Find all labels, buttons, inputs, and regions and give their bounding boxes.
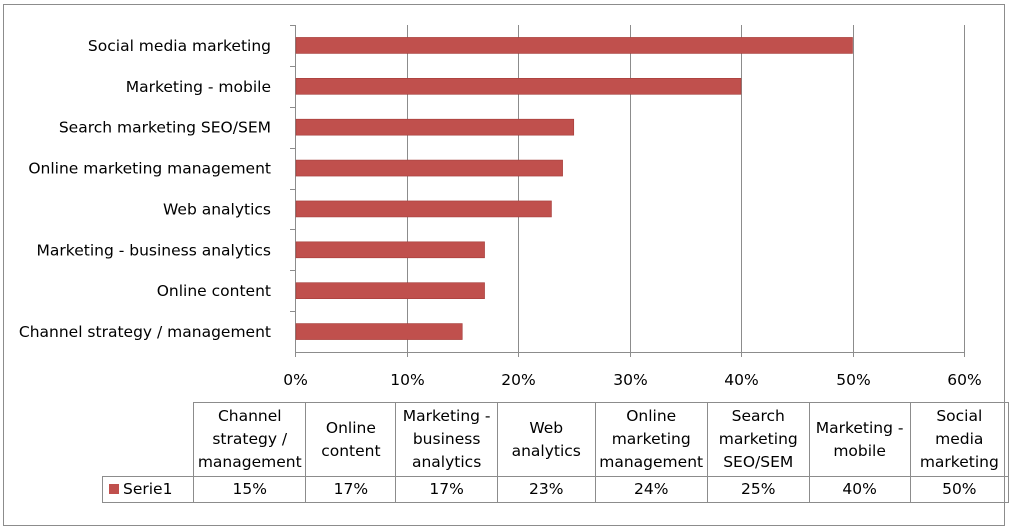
data-table-header-row: Channel strategy / management Online content… xyxy=(102,402,1009,477)
table-header-line: marketing xyxy=(611,430,691,448)
table-header-line: Marketing - xyxy=(815,418,904,437)
bar xyxy=(295,37,853,54)
table-header-line: mobile xyxy=(833,441,886,460)
table-value-cell: 40% xyxy=(808,476,911,503)
bar-chart: 0% 10% 20% 30% 40% 50% 60% Channel strategy / m… xyxy=(19,25,982,389)
category-label: Online content xyxy=(157,282,271,300)
table-header-line: Online xyxy=(626,407,677,425)
series-swatch xyxy=(109,483,119,494)
table-header-cell: Search marketing SEO/SEM xyxy=(706,402,810,477)
table-header-line: Channel xyxy=(217,407,282,425)
category-label: Social media marketing xyxy=(88,37,271,55)
category-label: Marketing - business analytics xyxy=(37,241,271,259)
table-header-line: Online xyxy=(325,418,376,437)
table-header-line: Marketing - xyxy=(402,407,491,425)
x-tick-label: 10% xyxy=(390,371,424,389)
x-tick-label: 0% xyxy=(283,371,308,389)
table-header-line: management xyxy=(197,453,302,471)
table-header-line: Search xyxy=(731,407,785,425)
bar xyxy=(295,282,485,299)
table-value-cell: 24% xyxy=(594,476,708,503)
x-tick-label: 20% xyxy=(501,371,535,389)
table-header-cell: Online marketing management xyxy=(594,402,708,477)
table-header-line: business xyxy=(412,430,481,448)
category-label: Search marketing SEO/SEM xyxy=(59,119,271,137)
series-name: Serie1 xyxy=(123,480,173,498)
table-value-cell: 50% xyxy=(909,476,1009,503)
table-header-line: management xyxy=(599,453,704,471)
x-tick-label: 50% xyxy=(836,371,870,389)
bar xyxy=(295,159,563,177)
bar xyxy=(295,78,742,95)
table-header-cell: Channel strategy / management xyxy=(193,402,307,477)
table-header-line: marketing xyxy=(718,430,798,448)
table-header-line: Social media xyxy=(935,407,984,448)
table-header-line: analytics xyxy=(511,441,581,460)
table-header-line: analytics xyxy=(411,453,482,471)
bar xyxy=(295,241,485,259)
table-header-line: marketing xyxy=(919,453,999,471)
table-header-cell: Marketing - mobile xyxy=(808,402,911,477)
x-tick-label: 30% xyxy=(613,371,647,389)
category-label: Marketing - mobile xyxy=(126,78,271,96)
table-value-cell: 25% xyxy=(706,476,810,503)
bar xyxy=(295,323,463,340)
data-table: Channel strategy / management Online content… xyxy=(101,402,1009,503)
category-label: Online marketing management xyxy=(28,160,271,178)
category-label: Web analytics xyxy=(163,200,271,218)
data-table-values-row: Serie1 15% 17% 17% 23% 24% 25% 40% 50% xyxy=(101,476,1009,503)
bar xyxy=(295,118,575,136)
table-value-cell: 23% xyxy=(496,476,596,503)
table-value-cell: 17% xyxy=(305,476,397,503)
data-table-corner xyxy=(102,402,195,477)
table-value-cell: 15% xyxy=(193,476,307,503)
x-tick-label: 60% xyxy=(947,371,981,389)
table-header-cell: Marketing - business analytics xyxy=(395,402,498,477)
table-value-cell: 17% xyxy=(395,476,498,503)
table-header-line: content xyxy=(321,441,381,460)
series-legend-cell: Serie1 xyxy=(101,476,195,503)
bar xyxy=(295,200,552,218)
category-label: Channel strategy / management xyxy=(19,323,271,341)
x-tick-label: 40% xyxy=(724,371,758,389)
table-header-cell: Online content xyxy=(305,402,397,477)
table-header-cell: Social media marketing xyxy=(909,402,1009,477)
table-header-line: strategy / xyxy=(212,430,288,448)
table-header-cell: Web analytics xyxy=(496,402,596,477)
table-header-line: Web xyxy=(529,418,564,437)
table-header-line: SEO/SEM xyxy=(723,453,794,471)
